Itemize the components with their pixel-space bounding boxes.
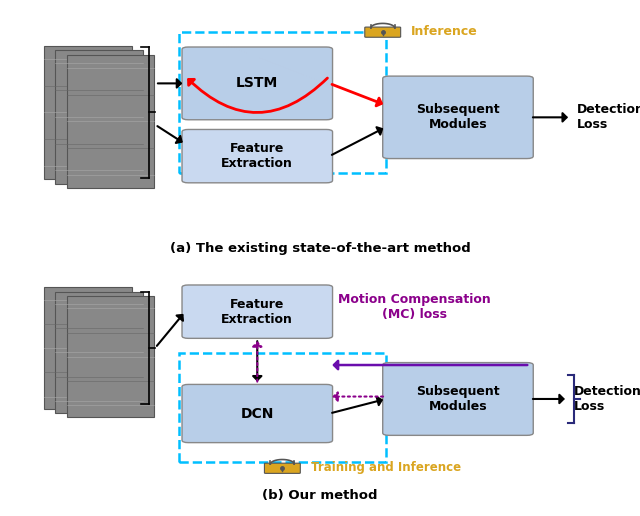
FancyBboxPatch shape	[383, 363, 533, 436]
Text: Subsequent
Modules: Subsequent Modules	[416, 385, 500, 413]
FancyBboxPatch shape	[264, 463, 300, 473]
FancyBboxPatch shape	[383, 76, 533, 158]
FancyBboxPatch shape	[182, 384, 333, 443]
Text: Detection
Loss: Detection Loss	[577, 103, 640, 132]
FancyBboxPatch shape	[182, 130, 333, 183]
FancyBboxPatch shape	[55, 50, 143, 184]
Text: (a) The existing state-of-the-art method: (a) The existing state-of-the-art method	[170, 242, 470, 255]
Text: Feature
Extraction: Feature Extraction	[221, 298, 293, 326]
FancyBboxPatch shape	[67, 296, 154, 417]
FancyBboxPatch shape	[182, 285, 333, 338]
FancyBboxPatch shape	[365, 27, 401, 37]
Text: (b) Our method: (b) Our method	[262, 490, 378, 503]
FancyBboxPatch shape	[182, 47, 333, 120]
FancyBboxPatch shape	[44, 287, 132, 409]
Text: Training and Inference: Training and Inference	[310, 461, 461, 474]
Text: Motion Compensation
(MC) loss: Motion Compensation (MC) loss	[338, 293, 490, 321]
FancyBboxPatch shape	[67, 55, 154, 188]
Text: Detection
Loss: Detection Loss	[574, 385, 640, 413]
Text: Subsequent
Modules: Subsequent Modules	[416, 103, 500, 132]
FancyBboxPatch shape	[55, 292, 143, 413]
FancyBboxPatch shape	[44, 46, 132, 179]
Text: LSTM: LSTM	[236, 76, 278, 90]
Text: Feature
Extraction: Feature Extraction	[221, 142, 293, 170]
Text: DCN: DCN	[241, 407, 274, 421]
Text: Inference: Inference	[411, 25, 477, 38]
